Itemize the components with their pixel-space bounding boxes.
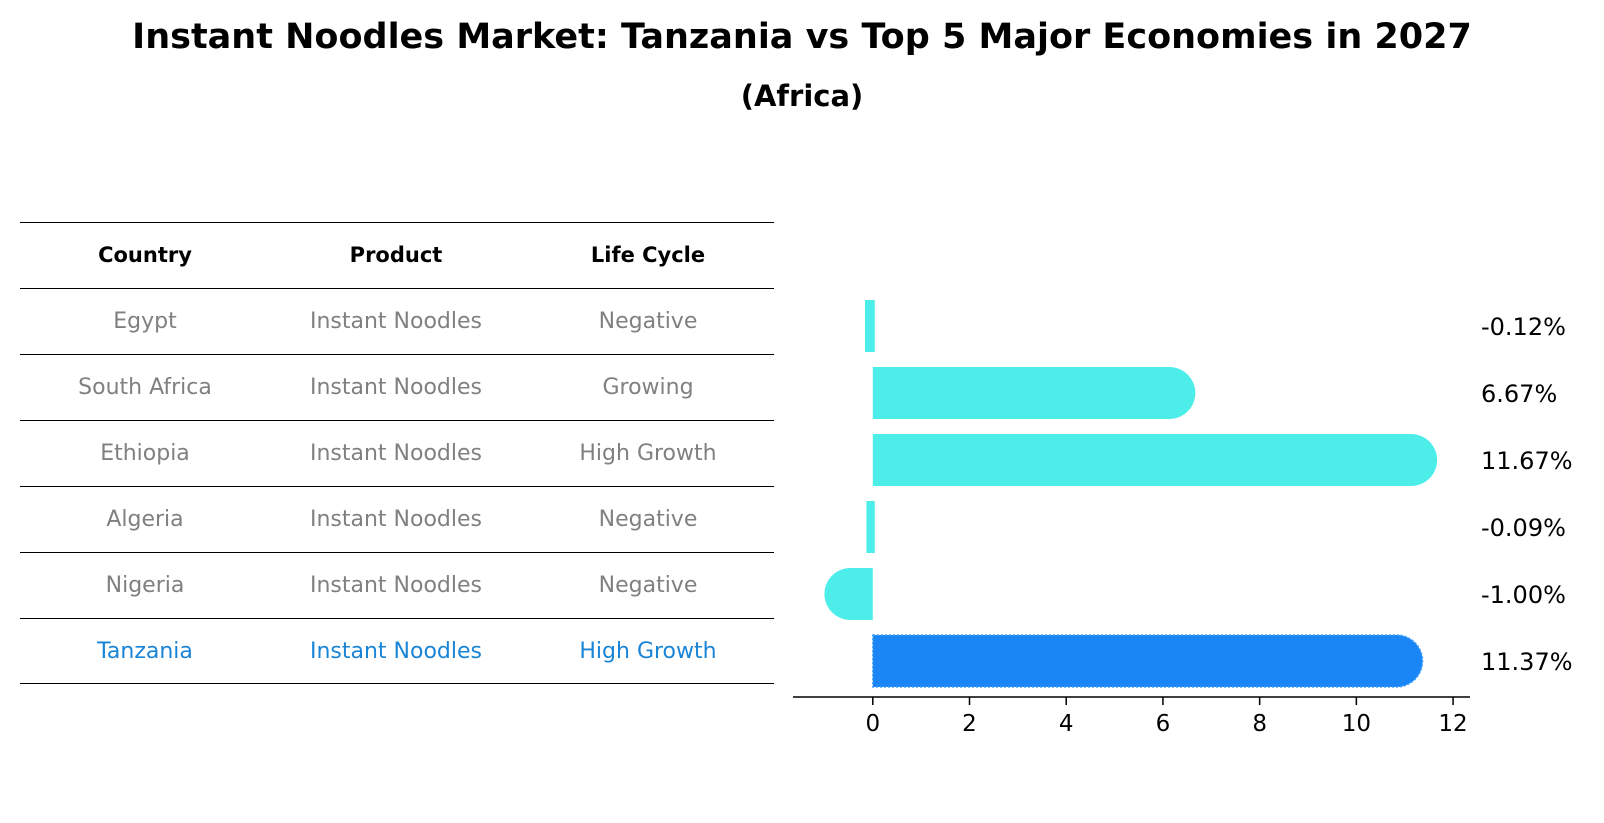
cell-country: Nigeria	[105, 573, 185, 598]
bar-value-label: -1.00%	[1481, 581, 1566, 609]
table-row: Nigeria Instant Noodles Negative	[20, 552, 774, 618]
cell-product: Instant Noodles	[309, 507, 482, 532]
bar-value-label: -0.09%	[1481, 514, 1566, 542]
cell-country: Tanzania	[97, 639, 193, 664]
cell-life-cycle: High Growth	[579, 441, 717, 466]
bar	[824, 568, 873, 620]
x-tick-label: 8	[1252, 711, 1267, 737]
cell-product: Instant Noodles	[309, 639, 482, 664]
header-country: Country	[98, 243, 192, 267]
x-tick-label: 0	[865, 711, 880, 737]
header-product: Product	[349, 243, 443, 267]
cell-product: Instant Noodles	[309, 309, 482, 334]
cell-life-cycle: Growing	[602, 375, 694, 400]
bar-value-label: 11.67%	[1481, 447, 1573, 475]
x-tick-label: 2	[962, 711, 977, 737]
bar-value-label: 11.37%	[1481, 648, 1573, 676]
bar	[872, 434, 1438, 486]
bar	[866, 501, 875, 553]
bar	[864, 300, 875, 352]
x-tick-label: 6	[1156, 711, 1171, 737]
table-row: Egypt Instant Noodles Negative	[20, 288, 774, 354]
table-header-row: Country Product Life Cycle	[20, 222, 774, 288]
table-row: Ethiopia Instant Noodles High Growth	[20, 420, 774, 486]
table-row-highlight: Tanzania Instant Noodles High Growth	[20, 618, 774, 684]
table-row: Algeria Instant Noodles Negative	[20, 486, 774, 552]
cell-product: Instant Noodles	[309, 375, 482, 400]
cell-country: South Africa	[78, 375, 212, 400]
cell-life-cycle: Negative	[598, 573, 698, 598]
header-life-cycle: Life Cycle	[590, 243, 706, 267]
bar-highlight	[872, 634, 1424, 688]
chart-title: Instant Noodles Market: Tanzania vs Top …	[132, 17, 1472, 57]
bar-value-label: 6.67%	[1481, 380, 1557, 408]
cell-country: Ethiopia	[100, 441, 190, 466]
bar	[872, 367, 1196, 419]
table-row: South Africa Instant Noodles Growing	[20, 354, 774, 420]
cell-country: Algeria	[106, 507, 184, 532]
cell-product: Instant Noodles	[309, 441, 482, 466]
cell-life-cycle: Negative	[598, 507, 698, 532]
x-tick-label: 10	[1342, 711, 1371, 737]
x-tick-label: 12	[1438, 711, 1467, 737]
x-tick-label: 4	[1059, 711, 1074, 737]
cell-life-cycle: Negative	[598, 309, 698, 334]
cell-life-cycle: High Growth	[579, 639, 717, 664]
cell-product: Instant Noodles	[309, 573, 482, 598]
country-table: Country Product Life Cycle Egypt Instant…	[20, 222, 774, 684]
cell-country: Egypt	[113, 309, 177, 334]
chart-subtitle: (Africa)	[740, 79, 864, 113]
bar-value-label: -0.12%	[1481, 313, 1566, 341]
